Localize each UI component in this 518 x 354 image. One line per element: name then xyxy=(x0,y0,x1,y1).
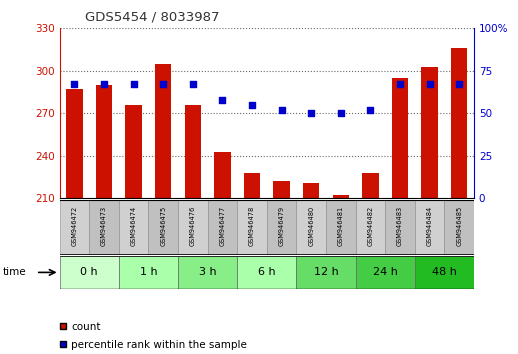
Bar xyxy=(274,181,290,198)
Point xyxy=(100,81,108,87)
Point xyxy=(396,81,404,87)
Text: GSM946484: GSM946484 xyxy=(426,206,433,246)
Text: GSM946479: GSM946479 xyxy=(279,206,284,246)
Text: GSM946472: GSM946472 xyxy=(71,206,77,246)
Text: 0 h: 0 h xyxy=(80,267,98,278)
Text: GDS5454 / 8033987: GDS5454 / 8033987 xyxy=(85,10,220,23)
Text: GSM946482: GSM946482 xyxy=(367,206,373,246)
Text: GSM946474: GSM946474 xyxy=(131,206,137,246)
Bar xyxy=(214,152,231,198)
Bar xyxy=(184,105,201,198)
Bar xyxy=(119,256,178,289)
Point xyxy=(189,81,197,87)
Bar xyxy=(208,200,237,255)
Text: count: count xyxy=(71,322,100,332)
Bar xyxy=(237,200,267,255)
Text: GSM946476: GSM946476 xyxy=(190,206,196,246)
Text: 1 h: 1 h xyxy=(139,267,157,278)
Bar xyxy=(444,200,474,255)
Point xyxy=(455,81,463,87)
Text: GSM946473: GSM946473 xyxy=(101,206,107,246)
Bar xyxy=(355,200,385,255)
Text: GSM946480: GSM946480 xyxy=(308,206,314,246)
Bar xyxy=(326,200,355,255)
Bar xyxy=(66,89,82,198)
Text: GSM946477: GSM946477 xyxy=(219,206,225,246)
Text: 24 h: 24 h xyxy=(373,267,398,278)
Bar xyxy=(89,200,119,255)
Bar xyxy=(178,256,237,289)
Point xyxy=(337,110,345,116)
Point xyxy=(307,110,315,116)
Bar xyxy=(333,195,349,198)
Bar xyxy=(96,85,112,198)
Text: GSM946478: GSM946478 xyxy=(249,206,255,246)
Point xyxy=(130,81,138,87)
Bar xyxy=(362,173,379,198)
Bar xyxy=(415,256,474,289)
Bar xyxy=(422,67,438,198)
Bar xyxy=(119,200,148,255)
Bar xyxy=(178,200,208,255)
Text: GSM946485: GSM946485 xyxy=(456,206,462,246)
Bar xyxy=(303,183,319,198)
Bar xyxy=(392,78,408,198)
Bar xyxy=(244,173,260,198)
Text: GSM946475: GSM946475 xyxy=(160,206,166,246)
Text: time: time xyxy=(3,267,26,278)
Bar xyxy=(385,200,415,255)
Text: 48 h: 48 h xyxy=(432,267,457,278)
Point xyxy=(70,81,79,87)
Bar xyxy=(60,256,119,289)
Bar xyxy=(451,48,467,198)
Point xyxy=(278,107,286,113)
Text: 12 h: 12 h xyxy=(313,267,338,278)
Bar xyxy=(267,200,296,255)
Text: 6 h: 6 h xyxy=(258,267,276,278)
Bar xyxy=(415,200,444,255)
Bar xyxy=(155,64,171,198)
Bar xyxy=(355,256,415,289)
Point xyxy=(425,81,434,87)
Point xyxy=(248,102,256,108)
Bar xyxy=(237,256,296,289)
Text: GSM946483: GSM946483 xyxy=(397,206,403,246)
Point xyxy=(159,81,167,87)
Bar xyxy=(296,256,355,289)
Text: percentile rank within the sample: percentile rank within the sample xyxy=(71,340,247,350)
Bar xyxy=(125,105,142,198)
Bar xyxy=(296,200,326,255)
Text: 3 h: 3 h xyxy=(199,267,217,278)
Point xyxy=(366,107,375,113)
Text: GSM946481: GSM946481 xyxy=(338,206,344,246)
Bar xyxy=(60,200,89,255)
Bar xyxy=(148,200,178,255)
Point xyxy=(218,97,226,103)
